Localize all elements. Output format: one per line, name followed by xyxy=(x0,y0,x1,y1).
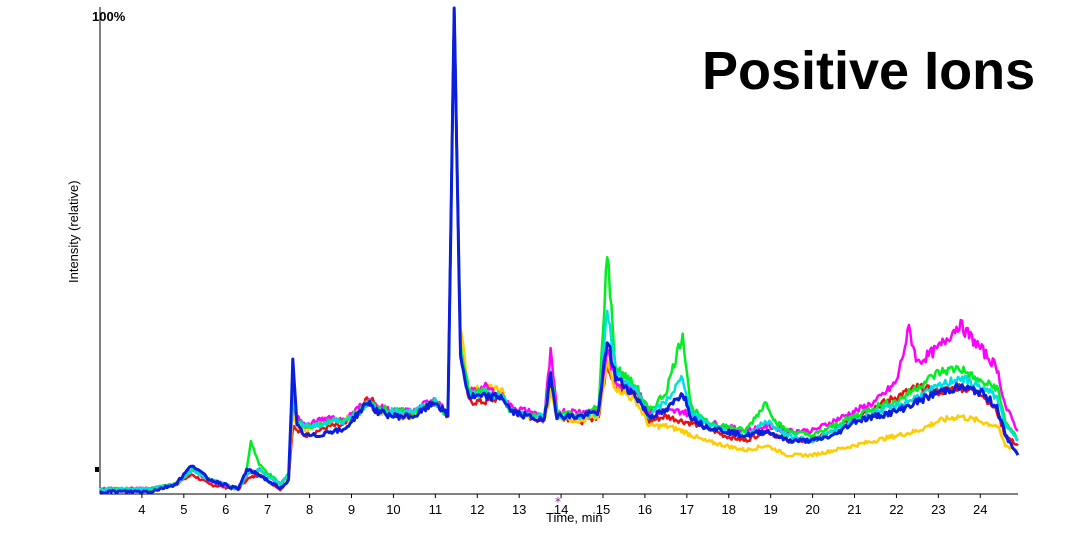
x-tick-label: 13 xyxy=(512,502,526,517)
x-tick-label: 5 xyxy=(180,502,187,517)
x-tick-label: 24 xyxy=(973,502,987,517)
asterisk-marker: * xyxy=(555,495,561,509)
x-tick-label: 7 xyxy=(264,502,271,517)
x-ticks: 4 5 6 7 8 9 10 11 12 13 14 15 16 17 18 19 20 21 22 23 24 xyxy=(138,494,988,517)
x-tick-label: 14 xyxy=(554,502,568,517)
x-tick-label: 23 xyxy=(931,502,945,517)
x-tick-label: 18 xyxy=(722,502,736,517)
x-tick-label: 11 xyxy=(429,502,443,517)
x-tick-label: 10 xyxy=(386,502,400,517)
x-tick-label: 9 xyxy=(348,502,355,517)
series-layer xyxy=(99,6,1020,495)
x-tick-label: 21 xyxy=(847,502,861,517)
x-tick-label: 16 xyxy=(638,502,652,517)
series-line xyxy=(99,6,1020,495)
x-axis-label: Time, min xyxy=(546,510,603,525)
axes xyxy=(95,7,1018,495)
chart-title: Positive Ions xyxy=(702,41,1036,101)
x-tick-label: 20 xyxy=(805,502,819,517)
x-tick-label: 19 xyxy=(763,502,777,517)
x-tick-label: 22 xyxy=(889,502,903,517)
x-tick-label: 6 xyxy=(222,502,229,517)
x-tick-label: 17 xyxy=(680,502,694,517)
x-tick-label: 12 xyxy=(470,502,484,517)
x-tick-label: 8 xyxy=(306,502,313,517)
y-top-label: 100% xyxy=(92,9,126,24)
y-axis-label: Intensity (relative) xyxy=(66,180,81,283)
x-tick-label: 15 xyxy=(596,502,610,517)
y-axis-marker xyxy=(95,467,99,472)
x-tick-label: 4 xyxy=(138,502,145,517)
series-line xyxy=(99,6,1019,492)
